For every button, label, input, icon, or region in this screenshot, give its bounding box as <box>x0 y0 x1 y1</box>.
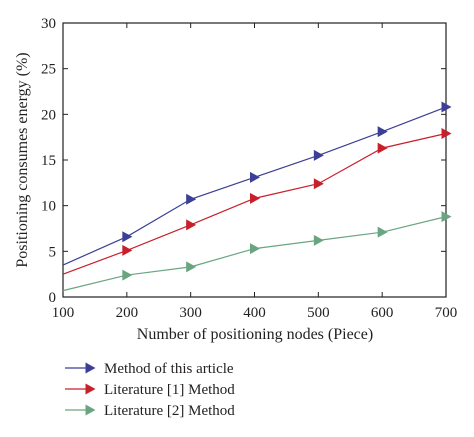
y-axis-ticks: 0 5 10 15 20 25 30 <box>41 16 446 306</box>
x-tick-label: 300 <box>179 305 202 321</box>
series-3-point <box>122 269 133 281</box>
x-tick-label: 600 <box>371 305 394 321</box>
x-tick-label: 700 <box>435 305 458 321</box>
series-3-point <box>313 234 324 246</box>
x-tick-label: 200 <box>116 305 139 321</box>
legend-label: Literature [2] Method <box>104 403 235 419</box>
series-3-point <box>250 243 260 255</box>
legend-marker <box>85 362 96 374</box>
y-axis-label: Positioning consumes energy (%) <box>14 52 31 267</box>
y-tick-label: 10 <box>41 199 56 215</box>
series-3-point <box>377 226 388 238</box>
series-2-point <box>377 142 388 154</box>
x-axis-label: Number of positioning nodes (Piece) <box>137 326 373 343</box>
series-2-point <box>186 219 197 231</box>
x-tick-label: 400 <box>243 305 266 321</box>
series-2-point <box>441 128 452 140</box>
y-tick-label: 15 <box>41 153 56 169</box>
series-2-point <box>250 192 260 204</box>
legend-label: Literature [1] Method <box>104 382 235 398</box>
legend-item-1: Method of this article <box>65 361 234 377</box>
series-2-point <box>313 178 324 190</box>
series-3-point <box>441 211 452 223</box>
legend: Method of this article Literature [1] Met… <box>65 361 235 419</box>
y-tick-label: 30 <box>41 16 56 32</box>
x-axis-ticks: 100 200 300 400 500 600 700 <box>52 23 458 321</box>
series-2-point <box>122 244 133 256</box>
x-tick-label: 100 <box>52 305 75 321</box>
legend-label: Method of this article <box>104 361 234 377</box>
series-1-point <box>186 193 197 205</box>
series-line-3 <box>62 216 447 292</box>
series-1-point <box>250 171 260 183</box>
series-line-1 <box>62 106 447 266</box>
plot-area-border <box>62 22 447 298</box>
legend-marker <box>85 383 96 395</box>
series-1-point <box>313 149 324 161</box>
legend-marker <box>85 404 96 416</box>
series-1-point <box>441 101 452 113</box>
y-tick-label: 20 <box>41 107 56 123</box>
y-tick-label: 0 <box>49 290 57 306</box>
series-markers <box>122 101 452 281</box>
legend-item-3: Literature [2] Method <box>65 403 235 419</box>
y-tick-label: 25 <box>41 62 56 78</box>
series-3-point <box>186 261 197 273</box>
series-line-2 <box>62 132 447 275</box>
y-tick-label: 5 <box>49 244 57 260</box>
legend-item-2: Literature [1] Method <box>65 382 235 398</box>
x-tick-label: 500 <box>307 305 330 321</box>
series-1-point <box>377 126 388 138</box>
series-1-point <box>122 231 133 243</box>
plot-frame <box>62 22 447 298</box>
